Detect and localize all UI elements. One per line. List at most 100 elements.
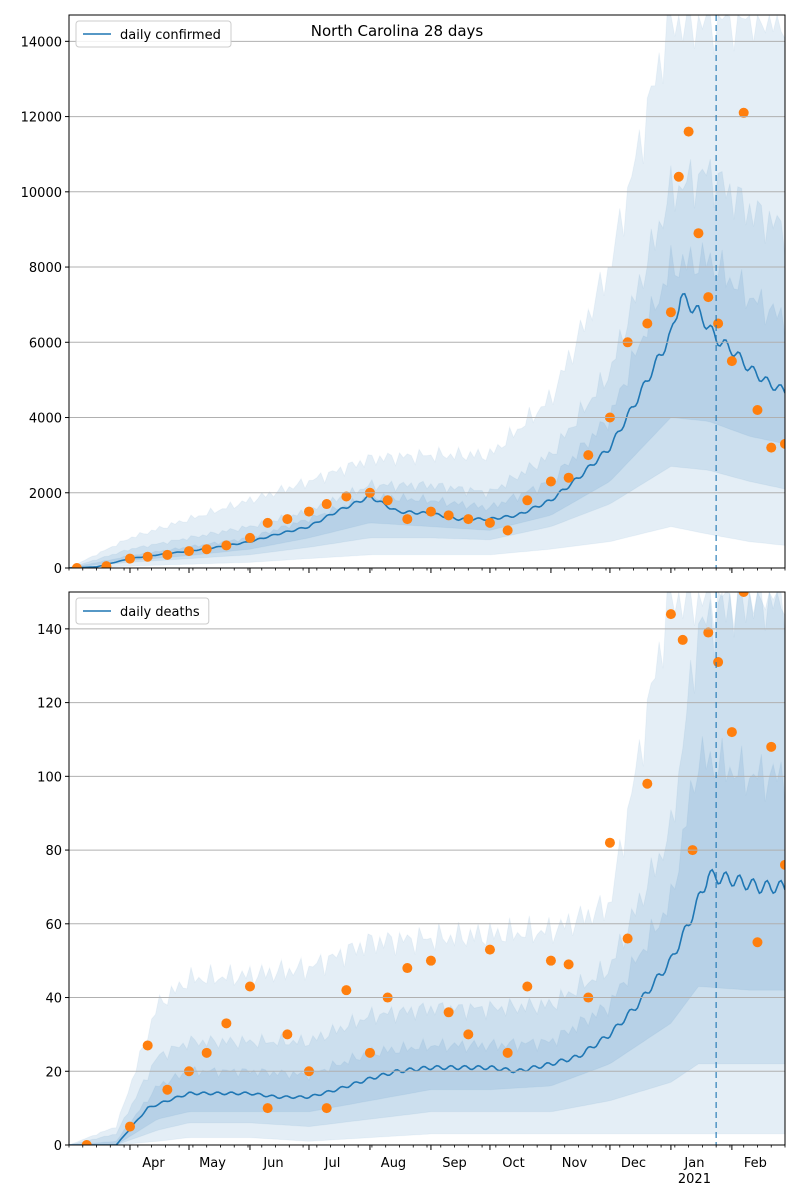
data-point <box>677 634 688 645</box>
data-point <box>282 1029 293 1040</box>
data-point <box>713 318 724 329</box>
y-tick-label: 80 <box>45 844 62 859</box>
uncertainty-band <box>69 592 785 1145</box>
data-point <box>752 937 763 948</box>
data-point <box>201 1047 212 1058</box>
data-point <box>463 514 474 525</box>
y-tick-label: 2000 <box>29 487 62 502</box>
data-point <box>583 450 594 461</box>
y-tick-label: 10000 <box>21 186 62 201</box>
x-tick-label: Oct <box>502 1156 524 1171</box>
y-tick-label: 0 <box>54 1139 62 1154</box>
legend-box <box>75 597 210 625</box>
y-tick-label: 20 <box>45 1065 62 1080</box>
data-point <box>545 955 556 966</box>
data-point <box>262 1103 273 1114</box>
uncertainty-band <box>69 242 785 568</box>
data-point <box>341 985 352 996</box>
data-point <box>262 517 273 528</box>
data-point <box>604 837 615 848</box>
x-tick-label: Apr <box>142 1156 165 1171</box>
data-point <box>766 442 777 453</box>
data-point <box>463 1029 474 1040</box>
chart-title: North Carolina 28 days <box>311 22 484 40</box>
confirmed-panel: 0 2000 4000 6000 8000 10000 12000 14000 daily co… <box>21 14 786 577</box>
data-point <box>221 540 232 551</box>
x-tick-label: Jan <box>683 1156 704 1171</box>
y-tick-label: 12000 <box>21 111 62 126</box>
data-point <box>425 506 436 517</box>
x-tick-label: Sep <box>442 1156 467 1171</box>
data-point <box>766 741 777 752</box>
y-tick-label: 8000 <box>29 261 62 276</box>
data-point <box>244 532 255 543</box>
y-tick-label: 120 <box>37 697 62 712</box>
data-point <box>425 955 436 966</box>
data-point <box>738 592 749 597</box>
data-point <box>81 1140 92 1145</box>
y-tick-label: 100 <box>37 770 62 785</box>
data-point <box>738 107 749 118</box>
x-tick-label: Aug <box>381 1156 406 1171</box>
data-point <box>563 472 574 483</box>
data-point <box>244 981 255 992</box>
y-tick-label: 4000 <box>29 412 62 427</box>
data-point <box>484 517 495 528</box>
uncertainty-band <box>69 592 785 1145</box>
legend-label: daily confirmed <box>120 28 221 43</box>
data-point <box>321 1103 332 1114</box>
data-point <box>282 514 293 525</box>
x-tick-label: Nov <box>562 1156 588 1171</box>
legend: daily deaths <box>75 597 210 625</box>
data-point <box>642 778 653 789</box>
x-tick-label: May <box>199 1156 226 1171</box>
data-point <box>522 495 533 506</box>
legend-box <box>75 20 232 48</box>
y-tick-label: 0 <box>54 562 62 577</box>
daily-series-line <box>69 868 785 1145</box>
data-point <box>221 1018 232 1029</box>
data-point <box>502 1047 513 1058</box>
x-axis-labels: Apr May Jun Jul Aug Sep Oct Nov Dec Jan Feb 2021 <box>142 1156 767 1187</box>
data-point <box>162 549 173 560</box>
data-point <box>443 1007 454 1018</box>
deaths-panel: 0 20 40 60 80 100 120 140 daily deaths <box>37 591 786 1154</box>
data-point <box>752 405 763 415</box>
data-point <box>341 491 352 502</box>
data-point <box>703 292 714 303</box>
data-point <box>665 307 676 318</box>
data-point <box>545 476 556 487</box>
data-point <box>693 228 704 239</box>
x-tick-label: Dec <box>621 1156 646 1171</box>
data-point <box>402 514 413 525</box>
x-year-label: 2021 <box>678 1172 711 1187</box>
data-point <box>402 963 413 974</box>
x-tick-label: Jul <box>324 1156 341 1171</box>
data-point <box>443 510 454 521</box>
data-point <box>321 499 332 510</box>
data-point <box>683 126 694 137</box>
data-point <box>713 657 724 668</box>
y-tick-label: 6000 <box>29 336 62 351</box>
uncertainty-band <box>69 15 785 568</box>
data-point <box>703 627 714 638</box>
y-tick-label: 14000 <box>21 35 62 50</box>
data-point <box>780 859 785 870</box>
data-point <box>502 525 513 536</box>
data-point <box>622 933 633 944</box>
data-point <box>726 727 737 738</box>
y-tick-label: 140 <box>37 623 62 638</box>
data-point <box>101 561 112 568</box>
plot-area <box>69 15 785 568</box>
data-point <box>142 1040 153 1051</box>
data-point <box>726 356 737 367</box>
data-point <box>201 544 212 555</box>
data-point <box>71 563 82 568</box>
plot-area <box>69 592 785 1145</box>
data-point <box>382 495 393 506</box>
x-tick-label: Feb <box>744 1156 767 1171</box>
data-point <box>142 551 153 562</box>
x-tick-label: Jun <box>262 1156 283 1171</box>
